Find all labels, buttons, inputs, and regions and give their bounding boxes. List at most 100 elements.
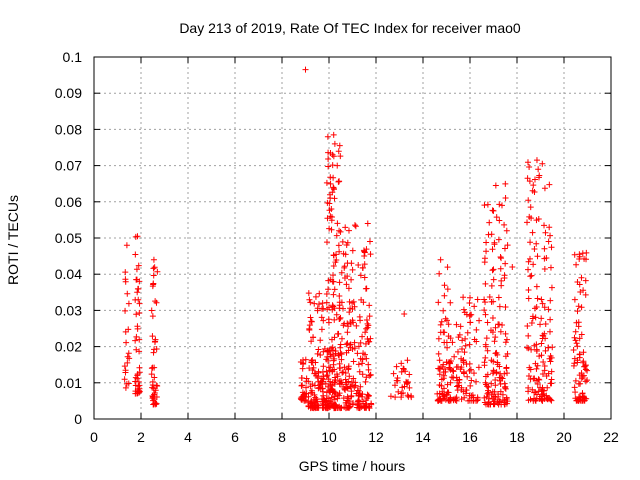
data-point	[324, 133, 331, 140]
data-point	[357, 317, 364, 324]
data-point	[306, 322, 313, 329]
data-point	[359, 264, 366, 271]
data-point	[444, 264, 451, 271]
data-point	[329, 389, 336, 396]
data-point	[524, 323, 531, 330]
data-point	[482, 343, 489, 350]
data-point	[334, 220, 341, 227]
data-point	[502, 180, 509, 187]
data-point	[454, 387, 461, 394]
data-point	[546, 224, 553, 231]
data-point	[319, 300, 326, 307]
x-tick-label: 6	[231, 429, 239, 445]
data-point	[326, 200, 333, 207]
data-point	[149, 333, 156, 340]
data-point	[484, 347, 491, 354]
data-point	[536, 376, 543, 383]
data-point	[498, 255, 505, 262]
data-point	[443, 317, 450, 324]
data-point	[488, 357, 495, 364]
data-point	[322, 380, 329, 387]
data-point	[547, 358, 554, 365]
data-point	[530, 397, 537, 404]
data-point	[541, 304, 548, 311]
data-point	[464, 329, 471, 336]
data-point	[318, 314, 325, 321]
data-point	[313, 401, 320, 408]
data-point	[497, 328, 504, 335]
x-tick-label: 22	[603, 429, 619, 445]
data-point	[532, 314, 539, 321]
data-point	[344, 260, 351, 267]
data-point	[355, 343, 362, 350]
data-point	[325, 348, 332, 355]
data-point	[525, 287, 532, 294]
data-point	[136, 336, 143, 343]
data-point	[307, 299, 314, 306]
x-tick-label: 4	[184, 429, 192, 445]
data-point	[315, 346, 322, 353]
data-point	[571, 360, 578, 367]
data-point	[136, 364, 143, 371]
data-point	[576, 255, 583, 262]
data-point	[452, 397, 459, 404]
data-point	[328, 206, 335, 213]
data-point	[533, 157, 540, 164]
data-point	[535, 388, 542, 395]
data-point	[542, 321, 549, 328]
data-point	[359, 360, 366, 367]
data-point	[149, 283, 156, 290]
data-point	[345, 227, 352, 234]
data-point	[362, 378, 369, 385]
data-point	[502, 260, 509, 267]
axis-ticks	[93, 56, 612, 420]
data-point	[298, 382, 305, 389]
data-point	[494, 359, 501, 366]
data-point	[351, 384, 358, 391]
y-tick-label: 0.03	[55, 302, 82, 318]
y-tick-label: 0.07	[55, 158, 82, 174]
data-point	[490, 276, 497, 283]
data-point	[451, 353, 458, 360]
data-point	[571, 334, 578, 341]
data-point	[401, 311, 408, 318]
data-point	[436, 371, 443, 378]
data-point	[482, 280, 489, 287]
data-point	[541, 330, 548, 337]
data-point	[306, 325, 313, 332]
data-point	[533, 217, 540, 224]
data-point	[134, 285, 141, 292]
data-point	[525, 258, 532, 265]
data-point	[320, 305, 327, 312]
data-point	[489, 396, 496, 403]
data-point	[540, 387, 547, 394]
data-point	[489, 329, 496, 336]
data-point	[124, 359, 131, 366]
data-point	[492, 182, 499, 189]
data-point	[134, 372, 141, 379]
data-point	[504, 242, 511, 249]
data-point	[336, 390, 343, 397]
data-point	[325, 364, 332, 371]
data-point	[467, 294, 473, 301]
data-point	[363, 316, 370, 323]
data-point	[299, 365, 306, 372]
data-point	[122, 384, 129, 391]
data-point	[346, 373, 353, 380]
data-point	[501, 370, 508, 377]
data-point	[534, 380, 541, 387]
data-point	[320, 396, 327, 403]
data-point	[488, 282, 495, 289]
data-point	[482, 354, 489, 361]
data-point	[486, 219, 493, 226]
data-point	[542, 347, 549, 354]
data-point	[531, 245, 538, 252]
data-point	[526, 163, 533, 170]
data-point	[136, 348, 143, 355]
data-point	[333, 311, 340, 318]
data-point	[152, 338, 159, 345]
data-point	[362, 340, 369, 347]
data-point	[496, 217, 503, 224]
data-point	[335, 242, 342, 249]
data-point	[474, 296, 481, 303]
